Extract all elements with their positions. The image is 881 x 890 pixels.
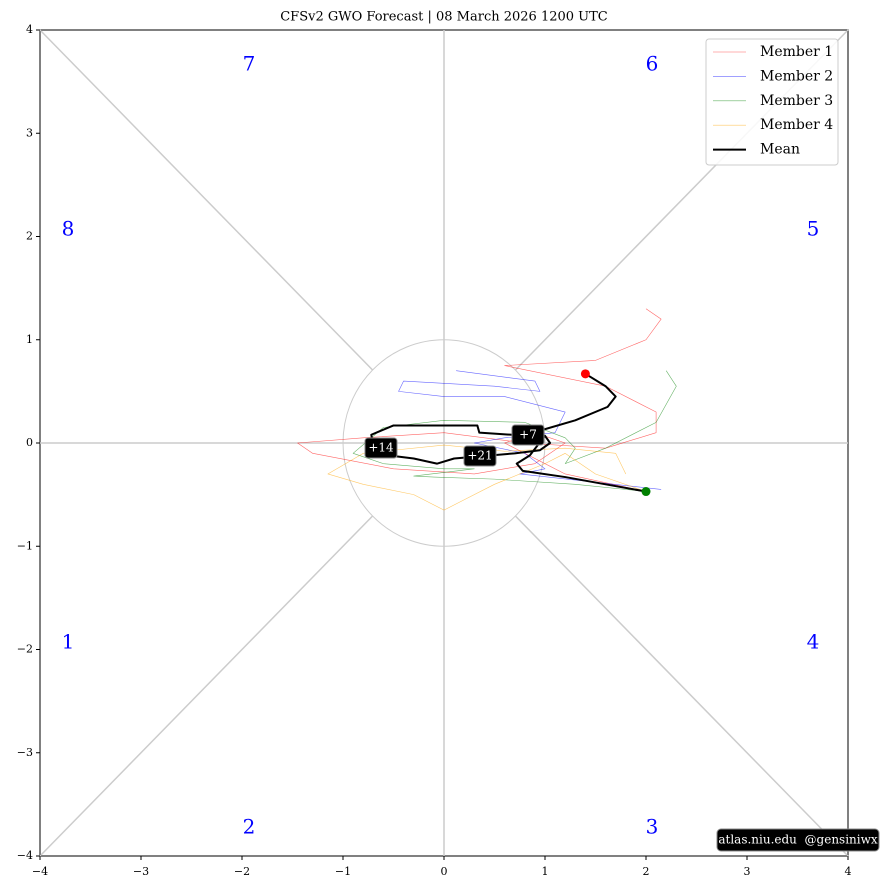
y-tick-label: 1 (26, 333, 33, 346)
x-tick-label: −1 (335, 865, 351, 878)
y-tick-label: −1 (17, 539, 33, 552)
mean-line (370, 372, 647, 493)
watermark-box (716, 828, 880, 852)
y-tick-label: −2 (17, 643, 33, 656)
legend-label: Member 4 (760, 117, 833, 133)
x-tick-label: 4 (845, 865, 852, 878)
x-tick-label: −2 (234, 865, 250, 878)
x-tick-label: 1 (542, 865, 549, 878)
diagonal-line (514, 515, 849, 857)
legend-label: Member 2 (760, 68, 833, 84)
x-tick-label: −3 (133, 865, 149, 878)
annotation-box (511, 424, 545, 446)
y-tick-label: −3 (17, 746, 33, 759)
unit-circle (342, 339, 546, 547)
legend-label: Member 1 (760, 44, 833, 60)
legend: Member 1 Member 2 Member 3 Member 4 Mean (705, 38, 839, 166)
annotation-text: +7 (519, 428, 537, 442)
legend-label: Member 3 (760, 93, 833, 109)
annotation-text: +21 (467, 449, 492, 463)
member-line (398, 370, 662, 490)
member-line (297, 308, 662, 492)
x-tick-label: 0 (441, 865, 448, 878)
phase-label: 3 (646, 815, 659, 839)
annotation-box (364, 437, 398, 459)
y-tick-label: 2 (26, 230, 33, 243)
legend-box (705, 38, 839, 166)
start-marker (580, 369, 590, 379)
day-annotation: +21 (463, 445, 497, 467)
phase-label: 1 (62, 630, 75, 654)
watermark-text: atlas.niu.edu @gensiniwx (718, 833, 878, 847)
day-annotation: +14 (364, 437, 398, 459)
phase-label: 7 (243, 52, 256, 76)
end-marker (641, 487, 651, 497)
y-tick-label: 4 (26, 23, 33, 36)
member-line (352, 370, 677, 492)
annotation-box (463, 445, 497, 467)
chart-title: CFSv2 GWO Forecast | 08 March 2026 1200 … (280, 10, 608, 25)
x-tick-label: −4 (32, 865, 48, 878)
x-tick-label: 2 (643, 865, 650, 878)
y-tick-label: 0 (26, 436, 33, 449)
y-tick-label: −4 (17, 849, 33, 862)
y-tick-label: 3 (26, 126, 33, 139)
diagonal-line (39, 515, 374, 857)
diagonal-line (39, 29, 374, 371)
annotation-text: +14 (368, 441, 394, 455)
watermark: atlas.niu.edu @gensiniwx (716, 828, 880, 852)
x-tick-label: 3 (744, 865, 751, 878)
phase-label: 2 (243, 815, 256, 839)
phase-label: 6 (646, 52, 659, 76)
phase-label: 8 (62, 217, 75, 241)
day-annotation: +7 (511, 424, 545, 446)
legend-label: Mean (760, 142, 800, 158)
phase-label: 5 (807, 217, 820, 241)
phase-label: 4 (807, 630, 820, 654)
